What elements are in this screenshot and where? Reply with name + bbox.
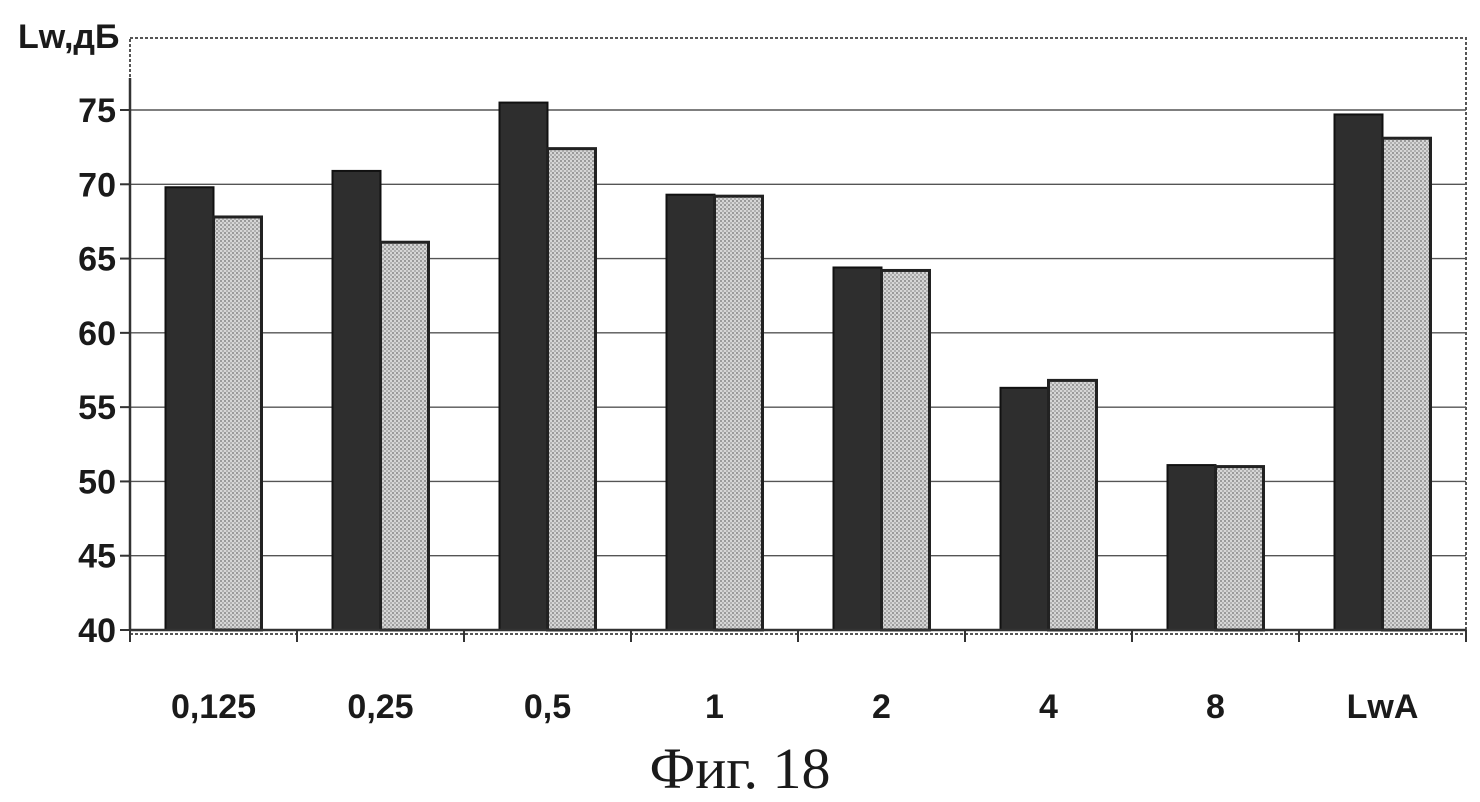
y-axis-label: Lw,дБ [18,18,119,56]
bar-series-2 [1049,380,1097,630]
bar-series-2 [715,196,763,630]
bar-series-1 [667,195,715,630]
bar-series-2 [1383,138,1431,630]
bar-series-2 [1216,467,1264,630]
x-tick-label: 0,25 [347,688,413,726]
x-tick-label: LwA [1347,688,1419,726]
y-tick-labels: 40 45 50 55 60 65 70 75 [78,92,116,650]
bar-series-1 [1168,465,1216,630]
x-tick-label: 0,5 [524,688,571,726]
bar-series-1 [1335,114,1383,630]
y-tick-label: 75 [78,92,116,130]
bar-series-1 [500,103,548,630]
bar-series-1 [834,267,882,630]
bar-series-2 [882,270,930,630]
x-tick-label: 8 [1206,688,1225,726]
y-tick-label: 50 [78,463,116,501]
x-tick-label: 0,125 [171,688,256,726]
bar-series-2 [381,242,429,630]
x-tick-label: 1 [705,688,724,726]
x-tick-label: 4 [1039,688,1058,726]
bar-series-2 [214,217,262,630]
plot-frame [130,38,1466,634]
bar-series-1 [166,187,214,630]
x-tick-label: 2 [872,688,891,726]
figure-caption: Фиг. 18 [649,736,830,801]
y-tick-label: 70 [78,166,116,204]
bar-series-1 [1001,388,1049,630]
bar-series-2 [548,149,596,630]
bar-series-1 [333,171,381,630]
y-tick-label: 45 [78,538,116,576]
x-tick-labels: 0,125 0,25 0,5 1 2 4 8 LwA [171,688,1418,726]
bars [166,103,1431,630]
gridlines [130,110,1466,556]
y-tick-label: 55 [78,389,116,427]
y-tick-label: 65 [78,241,116,279]
y-tick-label: 40 [78,612,116,650]
y-tick-label: 60 [78,315,116,353]
